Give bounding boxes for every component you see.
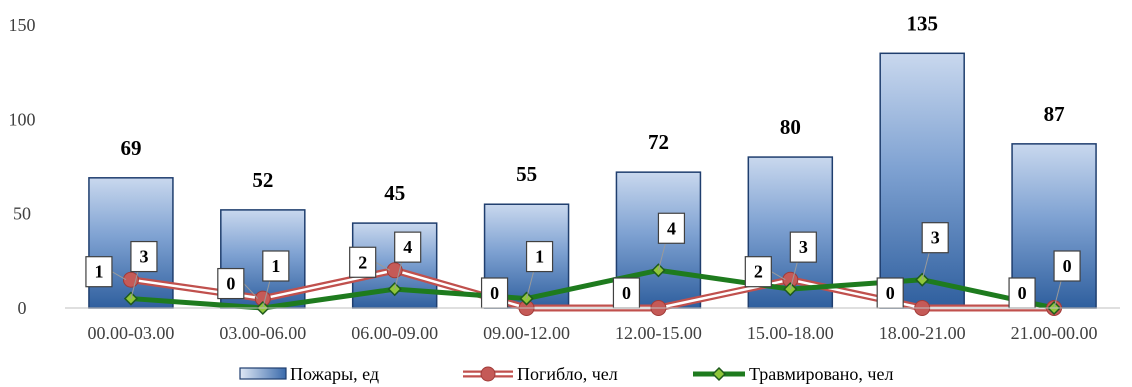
label-leader — [243, 283, 259, 299]
dead-data-label-box — [744, 256, 772, 288]
legend-marker-injured — [711, 366, 727, 382]
y-tick-label: 100 — [9, 109, 36, 129]
injured-data-label-box — [921, 222, 949, 254]
bar-data-label: 45 — [384, 181, 405, 205]
label-leader — [921, 252, 930, 280]
x-tick-label: 21.00-00.00 — [1011, 323, 1098, 343]
dead-data-label: 2 — [754, 262, 763, 282]
bar-data-label: 55 — [516, 162, 537, 186]
bar-data-label: 135 — [906, 11, 938, 35]
y-tick-label: 0 — [18, 298, 27, 318]
bar-data-label: 69 — [120, 136, 141, 160]
bar — [879, 52, 965, 309]
injured-data-label: 3 — [799, 237, 808, 257]
legend-label-dead: Погибло, чел — [517, 364, 618, 384]
injured-data-label: 4 — [667, 218, 676, 238]
bar-data-label: 72 — [648, 130, 669, 154]
label-leader — [375, 261, 390, 271]
x-tick-label: 06.00-09.00 — [351, 323, 438, 343]
dead-data-label-box — [349, 246, 377, 278]
dead-data-label: 1 — [94, 262, 103, 282]
dead-data-label: 0 — [622, 283, 631, 303]
injured-data-label-box — [394, 231, 422, 263]
x-tick-label: 03.00-06.00 — [219, 323, 306, 343]
injured-data-label-box — [789, 231, 817, 263]
x-tick-label: 00.00-03.00 — [87, 323, 174, 343]
bar-labels: 69 52 45 55 72 80 135 87 — [120, 11, 1064, 205]
x-tick-label: 15.00-18.00 — [747, 323, 834, 343]
injured-data-label: 0 — [1063, 256, 1072, 276]
x-tick-label: 12.00-15.00 — [615, 323, 702, 343]
injured-data-label-box — [1053, 250, 1081, 282]
injured-data-label: 3 — [931, 228, 940, 248]
bar-data-label: 87 — [1044, 102, 1065, 126]
label-leader — [262, 280, 271, 309]
y-tick-label: 50 — [13, 204, 31, 224]
label-leader — [111, 271, 127, 281]
dead-data-label-box — [480, 277, 509, 309]
label-leader — [130, 271, 139, 299]
injured-data-label: 1 — [271, 256, 280, 276]
label-leader — [657, 243, 666, 271]
dead-data-label: 0 — [1018, 283, 1027, 303]
dead-data-label: 0 — [226, 274, 235, 294]
label-leader — [789, 262, 798, 290]
injured-data-label-box — [130, 240, 158, 273]
legend-label-injured: Травмировано, чел — [749, 364, 893, 384]
dead-data-label: 0 — [490, 283, 499, 303]
injured-data-label: 3 — [139, 247, 148, 267]
legend-swatch-fires — [239, 367, 287, 380]
dead-data-label: 0 — [886, 283, 895, 303]
legend: Пожары, ед Погибло, чел Травмировано, чел — [239, 364, 893, 384]
legend-marker-dead — [480, 366, 496, 382]
injured-data-label: 4 — [403, 237, 412, 257]
label-leader — [394, 262, 403, 290]
label-leader — [526, 271, 535, 299]
x-tick-label: 09.00-12.00 — [483, 323, 570, 343]
bar-data-label: 52 — [252, 168, 273, 192]
label-leader — [771, 271, 786, 281]
dead-data-label-box — [217, 267, 245, 300]
dead-data-label-box — [85, 256, 113, 288]
y-axis: 0 50 100 150 — [9, 15, 36, 318]
line-data-labels: 1 0 2 0 0 2 0 0 3 1 4 1 4 3 3 0 — [85, 212, 1081, 309]
dead-data-label: 2 — [358, 252, 367, 272]
x-axis: 00.00-03.00 03.00-06.00 06.00-09.00 09.00-1… — [65, 307, 1120, 343]
injured-data-label-box — [525, 240, 554, 273]
label-leader — [1053, 280, 1062, 309]
injured-data-label: 1 — [535, 247, 544, 267]
legend-label-fires: Пожары, ед — [290, 364, 379, 384]
x-tick-label: 18.00-21.00 — [879, 323, 966, 343]
injured-data-label-box — [657, 212, 686, 244]
y-tick-label: 150 — [9, 15, 36, 35]
injured-data-label-box — [262, 250, 290, 282]
bar-data-label: 80 — [780, 115, 801, 139]
